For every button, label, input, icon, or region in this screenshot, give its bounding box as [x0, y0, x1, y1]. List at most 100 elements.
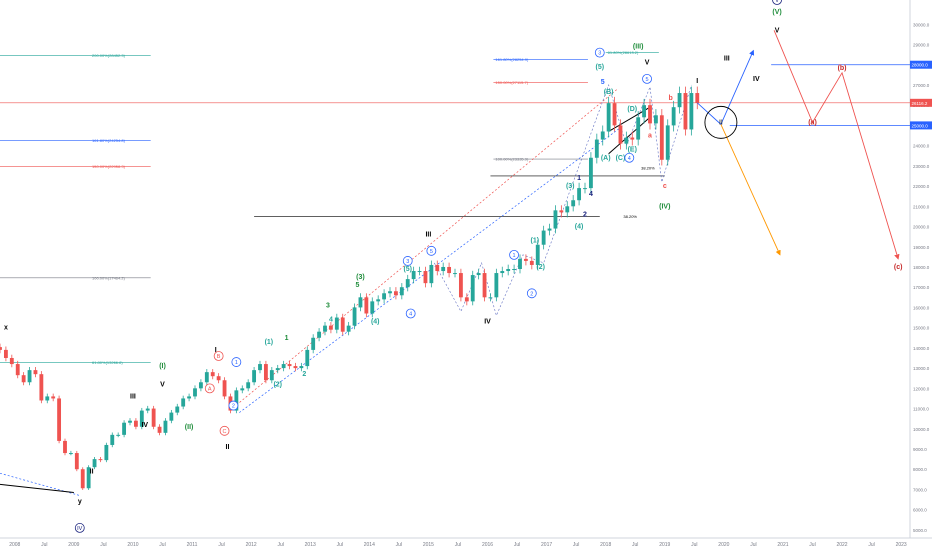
- fib-level-label: 161.80%(24254.8): [92, 138, 126, 143]
- candle-body: [287, 364, 292, 367]
- candle-body: [453, 273, 457, 275]
- wave-label: II: [719, 119, 723, 126]
- wave-label: c: [663, 183, 667, 190]
- candle-body: [512, 269, 517, 270]
- wave-label: IV: [141, 422, 148, 429]
- wave-label: (a): [808, 119, 817, 126]
- wave-label: II: [90, 468, 94, 475]
- candle-body: [364, 297, 369, 314]
- candle-body: [86, 467, 91, 489]
- candle-body: [523, 258, 528, 261]
- wave-label: (A): [601, 155, 611, 162]
- candle-body: [653, 115, 658, 124]
- candle-body: [175, 406, 180, 413]
- candle-body: [299, 366, 304, 369]
- candle-body: [51, 396, 56, 399]
- candle-body: [600, 131, 605, 140]
- y-tick-label: 5000.0: [913, 528, 927, 533]
- candle-body: [328, 325, 333, 330]
- candle-body: [98, 459, 103, 461]
- y-tick-label: 8000.0: [913, 467, 927, 472]
- candle-body: [263, 364, 268, 381]
- candle-body: [151, 408, 156, 427]
- candle-body: [352, 307, 357, 326]
- wave-label: 5: [646, 77, 649, 83]
- candle-body: [612, 103, 617, 126]
- candle-body: [80, 469, 85, 489]
- y-tick-label: 20000.0: [913, 225, 930, 230]
- candle-body: [583, 188, 587, 190]
- fib-level-label: 200.00%(28452.3): [92, 53, 126, 58]
- x-tick-label: 2018: [600, 542, 611, 548]
- y-tick-label: 14000.0: [913, 346, 930, 351]
- candle-body: [458, 273, 463, 298]
- candle-body: [494, 273, 499, 298]
- wave-label-circle: [642, 74, 652, 84]
- wave-label: V: [775, 0, 779, 4]
- wave-label-circle: [405, 308, 416, 319]
- candle-body: [624, 137, 629, 144]
- wave-label: III: [130, 393, 136, 400]
- x-tick-label: Jul: [868, 542, 874, 548]
- wave-label: III: [425, 232, 431, 239]
- candle-body: [535, 244, 540, 265]
- candle-body: [470, 275, 475, 302]
- x-tick-label: 2017: [541, 542, 552, 548]
- x-tick-label: 2022: [836, 542, 847, 548]
- price-tag-box: [910, 60, 932, 69]
- candle-body: [68, 453, 73, 455]
- wave-label-circle: [204, 383, 215, 394]
- candle-body: [518, 258, 522, 269]
- projection-path: [773, 30, 900, 260]
- candle-body: [57, 398, 62, 441]
- candle-body: [163, 420, 168, 433]
- wave-label: IV: [77, 526, 83, 532]
- candle-body: [388, 291, 392, 294]
- fib-level-label: 100.00%(23335.9): [495, 157, 529, 162]
- wave-label: C: [223, 429, 227, 435]
- candle-body: [334, 317, 339, 330]
- x-tick-label: 2021: [777, 542, 788, 548]
- wave-label: x: [4, 325, 8, 332]
- candle-body: [234, 390, 239, 411]
- wave-label: (4): [371, 319, 380, 326]
- candle-body: [571, 200, 576, 207]
- y-tick-label: 11000.0: [913, 407, 929, 412]
- wave-label: 1: [577, 175, 581, 182]
- wave-label: b: [669, 95, 673, 102]
- y-tick-label: 30000.0: [913, 22, 930, 27]
- candle-body: [169, 412, 174, 421]
- candle-body: [529, 260, 534, 265]
- candle-body: [648, 105, 652, 124]
- wave-label: B: [217, 354, 221, 360]
- candle-body: [104, 444, 109, 461]
- wave-label: 1: [513, 253, 516, 259]
- candle-body: [74, 453, 79, 470]
- wave-label: 5: [356, 282, 360, 289]
- wave-label: (1): [265, 339, 274, 346]
- candle-body: [559, 210, 564, 213]
- x-tick-label: Jul: [573, 542, 579, 548]
- candle-body: [405, 279, 410, 288]
- wave-label: (3): [566, 183, 575, 190]
- wave-label: (D): [627, 106, 637, 113]
- x-tick-label: 2009: [68, 542, 79, 548]
- y-tick-label: 17000.0: [913, 285, 930, 290]
- candle-body: [317, 331, 322, 338]
- candle-body: [553, 210, 558, 229]
- candle-body: [630, 137, 635, 140]
- wave-label: 2: [583, 211, 587, 218]
- fib-level-label: 150.00%(22958.3): [92, 164, 126, 169]
- candle-body: [275, 368, 280, 371]
- x-tick-label: Jul: [809, 542, 815, 548]
- wave-label: 1: [235, 360, 238, 366]
- candle-body: [429, 264, 434, 284]
- candle-body: [417, 271, 422, 273]
- candle-body: [139, 410, 144, 427]
- candle-body: [447, 266, 452, 274]
- candle-body: [665, 125, 670, 160]
- candle-body: [689, 93, 694, 130]
- candle-body: [358, 297, 363, 308]
- wave-label: 4: [628, 156, 631, 162]
- candle-body: [677, 93, 682, 108]
